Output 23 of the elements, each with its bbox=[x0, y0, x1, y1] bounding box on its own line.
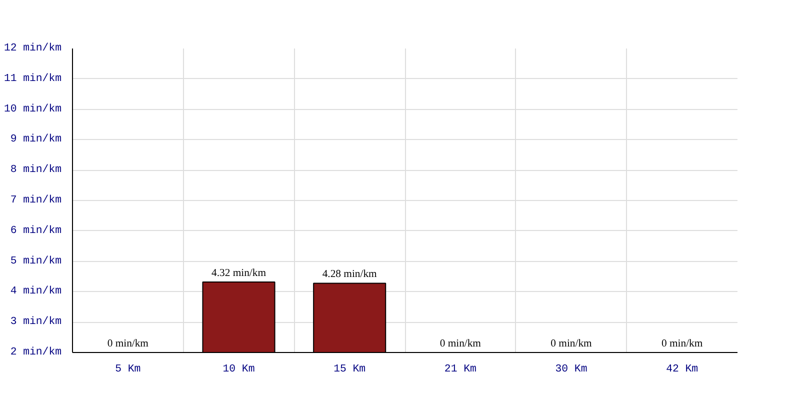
x-tick-label: 21 Km bbox=[444, 364, 476, 376]
x-tick-label: 30 Km bbox=[555, 364, 588, 376]
y-tick-label: 4 min/km bbox=[10, 286, 62, 298]
y-tick-label: 2 min/km bbox=[10, 346, 62, 358]
y-tick-label: 10 min/km bbox=[4, 103, 62, 116]
x-tick-label: 42 Km bbox=[666, 364, 698, 376]
y-tick-label: 9 min/km bbox=[10, 134, 62, 146]
y-tick-label: 7 min/km bbox=[10, 194, 62, 206]
x-tick-label: 10 Km bbox=[222, 364, 255, 376]
y-tick-label: 12 min/km bbox=[4, 42, 62, 54]
x-tick-label: 5 Km bbox=[115, 364, 141, 376]
text: 0 min/km bbox=[107, 338, 148, 350]
data-label: 4.28 min/km bbox=[322, 269, 378, 280]
text: 0 min/km bbox=[440, 338, 481, 350]
y-tick-label: 8 min/km bbox=[10, 164, 62, 176]
data-label: 4.32 min/km bbox=[212, 268, 267, 279]
y-tick-label: 6 min/km bbox=[10, 224, 62, 237]
y-tick-label: 5 min/km bbox=[10, 255, 62, 268]
x-tick-label: 15 Km bbox=[334, 364, 366, 376]
y-tick-label: 11 min/km bbox=[4, 72, 62, 85]
text: 0 min/km bbox=[550, 338, 592, 350]
y-tick-label: 3 min/km bbox=[10, 316, 62, 328]
text: 0 min/km bbox=[662, 338, 703, 350]
